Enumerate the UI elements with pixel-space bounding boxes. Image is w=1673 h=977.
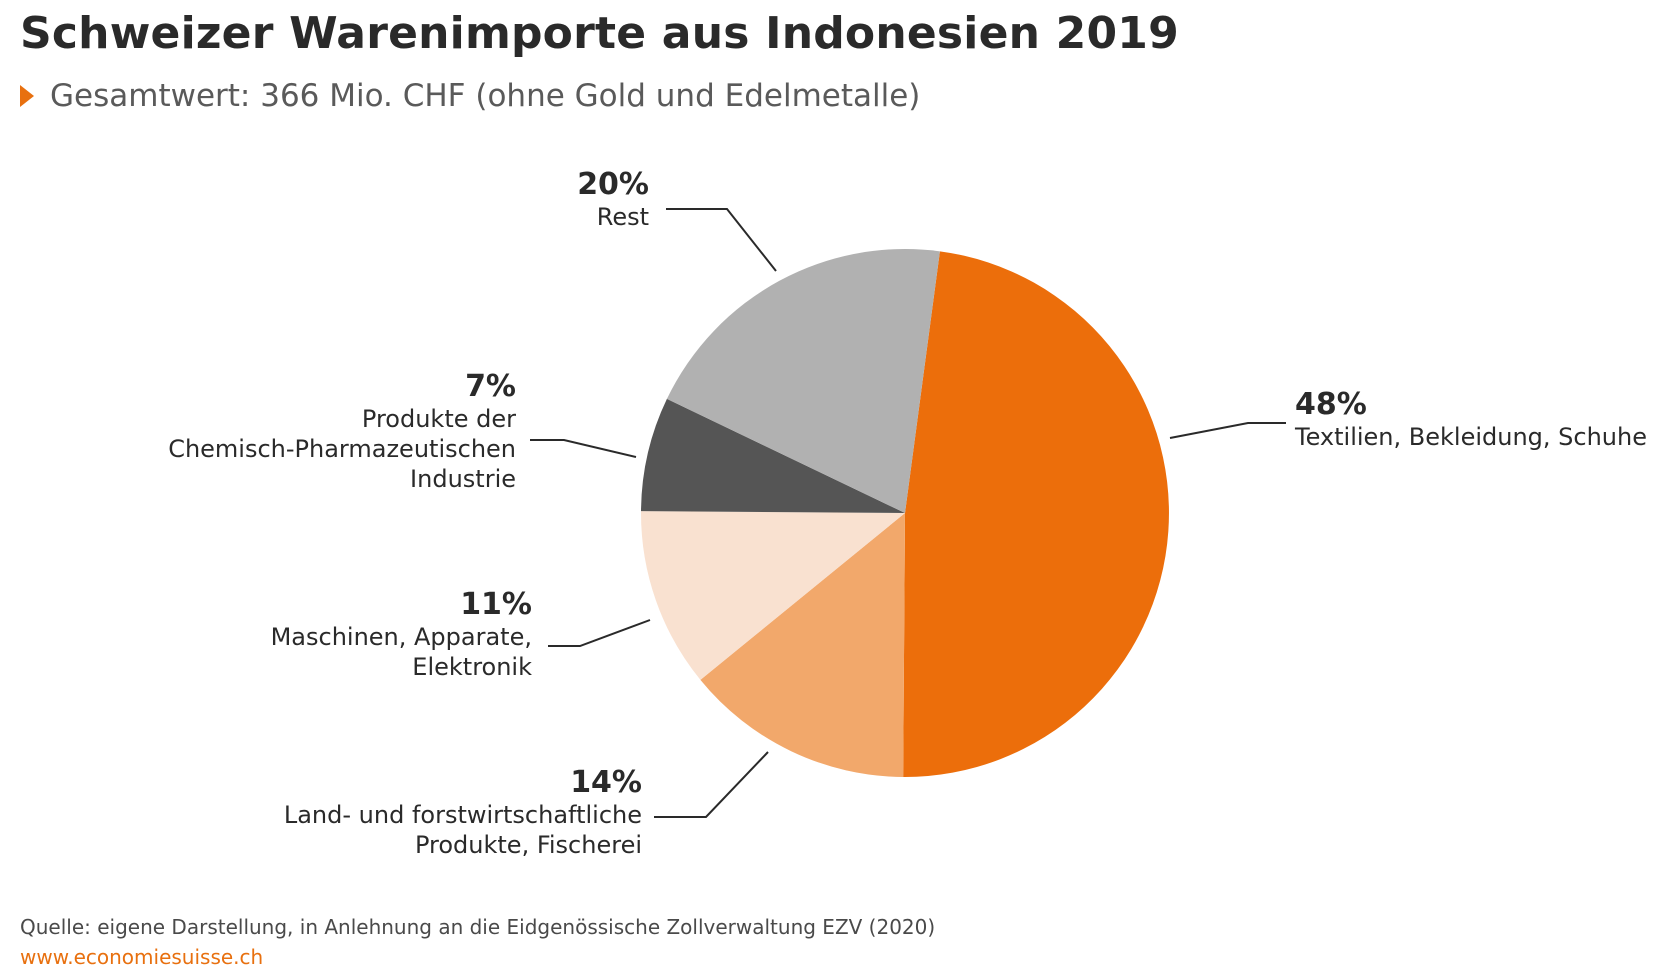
leader-rest (666, 208, 777, 272)
slice-maschinen (641, 511, 905, 680)
label-chemie-line-3: Industrie (410, 465, 516, 493)
label-maschinen-percent: 11% (460, 587, 532, 622)
label-chemie-line-1: Produkte der (361, 405, 516, 433)
label-landwirtschaft-percent: 14% (570, 765, 642, 800)
label-rest-line-1: Rest (596, 203, 649, 231)
label-chemie-line-2: Chemisch-Pharmazeutischen (168, 435, 516, 463)
leader-landwirtschaft (654, 751, 769, 818)
label-landwirtschaft-line-1: Land- und forstwirtschaftliche (283, 801, 642, 829)
chart-subtitle: Gesamtwert: 366 Mio. CHF (ohne Gold und … (20, 78, 920, 114)
slice-landwirtschaft (700, 513, 905, 777)
label-rest-percent: 20% (577, 167, 649, 202)
triangle-bullet-icon (20, 85, 34, 107)
label-textilien: 48% Textilien, Bekleidung, Schuhe (1295, 388, 1647, 452)
slice-chemie (641, 398, 905, 513)
label-landwirtschaft-line-2: Produkte, Fischerei (414, 831, 642, 859)
label-maschinen-line-1: Maschinen, Apparate, (270, 623, 532, 651)
label-rest: 20% Rest (577, 168, 649, 232)
label-chemie-percent: 7% (465, 369, 516, 404)
source-note: Quelle: eigene Darstellung, in Anlehnung… (20, 915, 936, 939)
leader-chemie (530, 439, 637, 458)
slice-rest (666, 249, 940, 513)
label-textilien-percent: 48% (1295, 387, 1367, 422)
leader-textilien (1169, 422, 1286, 439)
leader-maschinen (548, 619, 651, 647)
chart-title: Schweizer Warenimporte aus Indonesien 20… (20, 8, 1179, 59)
subtitle-text: Gesamtwert: 366 Mio. CHF (ohne Gold und … (50, 78, 921, 114)
source-url: www.economiesuisse.ch (20, 945, 264, 969)
label-landwirtschaft: 14% Land- und forstwirtschaftliche Produ… (284, 766, 642, 860)
label-maschinen: 11% Maschinen, Apparate, Elektronik (271, 588, 532, 682)
label-chemie: 7% Produkte der Chemisch-Pharmazeutische… (168, 370, 516, 494)
label-maschinen-line-2: Elektronik (412, 653, 532, 681)
label-textilien-line-1: Textilien, Bekleidung, Schuhe (1295, 423, 1647, 451)
slice-textilien (903, 251, 1169, 777)
